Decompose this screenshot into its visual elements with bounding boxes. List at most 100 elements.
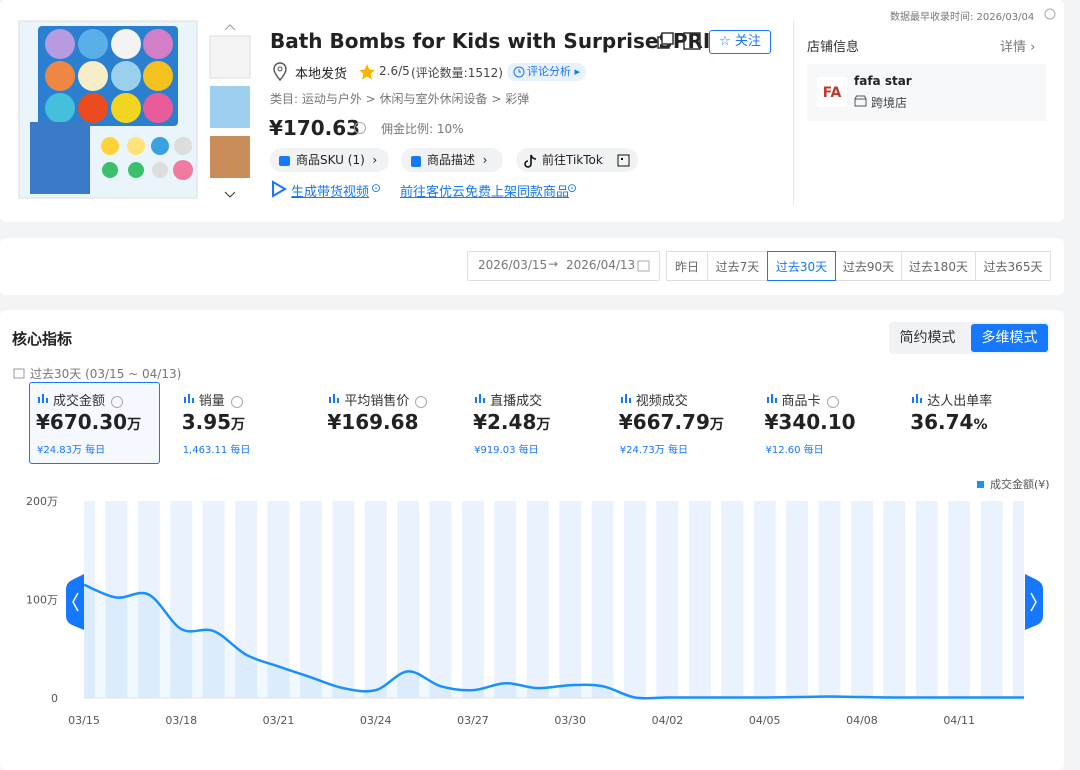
day-band [526, 501, 549, 698]
nav-right[interactable] [1025, 574, 1043, 630]
metric-number: ¥2.48 [473, 410, 537, 434]
metric-value: ¥667.79万 [619, 410, 724, 434]
date-tab[interactable]: 过去180天 [901, 251, 976, 281]
metric-label[interactable]: 直播成交 [490, 394, 543, 409]
nav-right-chevron [1030, 592, 1037, 612]
x-tick-label: 03/30 [554, 714, 586, 727]
day-band [170, 501, 193, 698]
day-band [850, 501, 873, 698]
date-tab[interactable]: 过去365天 [975, 251, 1051, 281]
mode-button[interactable]: 多维模式 [971, 324, 1048, 352]
day-band [429, 501, 452, 698]
day-band [688, 501, 711, 698]
date-end: 2026/04/13 [566, 258, 636, 272]
day-band [624, 501, 647, 698]
y-tick-label: 100万 [26, 594, 58, 607]
follow-label: 关注 [734, 34, 761, 49]
divider [793, 20, 794, 205]
metric-label[interactable]: 平均销售价 [344, 390, 428, 409]
button-label: 商品SKU (1) [296, 153, 365, 167]
metric-icon [38, 394, 48, 403]
metric-selected [29, 382, 160, 464]
tiktok-button[interactable]: 前往TikTok [516, 148, 638, 172]
product-images[interactable] [18, 20, 258, 202]
day-band [84, 501, 95, 698]
clock-icon [513, 66, 525, 78]
date-tab[interactable]: 昨日 [666, 251, 708, 281]
legend-label: 成交金额(¥) [990, 477, 1050, 491]
x-tick-label: 03/21 [263, 714, 295, 727]
metric-number: ¥340.10 [764, 410, 856, 434]
help-icon [1044, 8, 1056, 20]
rating: 2.6/5 [379, 64, 410, 78]
list-product-link[interactable]: 前往客优云免费上架同款商品 [400, 185, 570, 200]
metric-value: 3.95万 [182, 410, 245, 434]
metric-number: ¥169.68 [327, 410, 419, 434]
description-button[interactable]: 商品描述 › [401, 148, 503, 172]
shop-name: fafa star [854, 74, 912, 88]
period: 过去30天 (03/15 ~ 04/13) [30, 367, 182, 381]
metric-value: 36.74% [910, 410, 987, 434]
day-band [948, 501, 971, 698]
x-tick-label: 04/02 [652, 714, 684, 727]
metric-unit: 万 [127, 417, 142, 433]
help-icon [415, 395, 428, 408]
store-icon [854, 95, 867, 107]
commission: 佣金比例: 10% [381, 122, 464, 136]
metric-number: 36.74 [910, 410, 974, 434]
day-band [656, 501, 679, 698]
follow-button[interactable]: ☆ 关注 [709, 30, 771, 54]
svg-text:FA: FA [823, 85, 842, 101]
shop-type: 跨境店 [871, 96, 908, 110]
price: ¥170.63 [269, 116, 361, 140]
metric-label[interactable]: 销量 [199, 390, 243, 409]
help-icon [354, 122, 366, 134]
mode-button[interactable]: 简约模式 [899, 330, 956, 346]
nav-left[interactable] [66, 574, 84, 630]
metric-daily: ¥12.60 每日 [765, 445, 824, 456]
date-range-input[interactable] [467, 251, 660, 281]
sku-button[interactable]: 商品SKU (1) › [270, 148, 389, 172]
metric-value: ¥2.48万 [473, 410, 550, 434]
title-icons[interactable] [655, 32, 703, 52]
x-tick-label: 04/08 [846, 714, 878, 727]
review-analysis[interactable]: 评论分析 ▸ [507, 63, 587, 81]
shop-logo: FA [817, 77, 847, 107]
date-tab[interactable]: 过去30天 [767, 251, 836, 281]
metric-daily: ¥919.03 每日 [474, 445, 539, 456]
button-label: 商品描述 [427, 153, 476, 167]
chart: 0 100万 200万 03/15 03/18 03/21 03/24 03/27 03/30 0… [26, 477, 1050, 727]
help-icon [111, 395, 124, 408]
x-tick-label: 03/18 [165, 714, 197, 727]
day-band [494, 501, 517, 698]
shop-detail[interactable]: 详情 › [1000, 40, 1036, 55]
metric-label[interactable]: 达人出单率 [927, 394, 993, 409]
x-tick-label: 04/11 [943, 714, 975, 727]
metric-number: ¥667.79 [618, 410, 710, 434]
metric-label[interactable]: 商品卡 [782, 390, 839, 409]
day-band [105, 501, 128, 698]
location-icon [273, 62, 287, 82]
metric-daily: ¥24.83万 每日 [37, 445, 106, 456]
day-band [883, 501, 906, 698]
day-band [235, 501, 258, 698]
generate-video-link[interactable]: 生成带货视频 [291, 185, 370, 200]
day-band [818, 501, 841, 698]
review-count: (评论数量:1512) [411, 66, 503, 80]
area-fill [84, 584, 1024, 699]
metric-unit: 万 [231, 417, 246, 433]
x-tick-label: 03/27 [457, 714, 489, 727]
metric-number: 3.95 [181, 410, 232, 434]
day-band [786, 501, 809, 698]
day-band [980, 501, 1003, 698]
shop-label: 店铺信息 [807, 40, 860, 55]
date-tab[interactable]: 过去90天 [835, 251, 902, 281]
day-band [559, 501, 582, 698]
metric-label[interactable]: 视频成交 [635, 394, 688, 409]
date-tab[interactable]: 过去7天 [707, 251, 768, 281]
metrics-title: 核心指标 [12, 330, 73, 348]
metric-value: ¥340.10 [765, 410, 856, 434]
x-tick-label: 04/05 [749, 714, 781, 727]
date-start: 2026/03/15 [478, 258, 548, 272]
y-tick-label: 0 [51, 692, 58, 705]
